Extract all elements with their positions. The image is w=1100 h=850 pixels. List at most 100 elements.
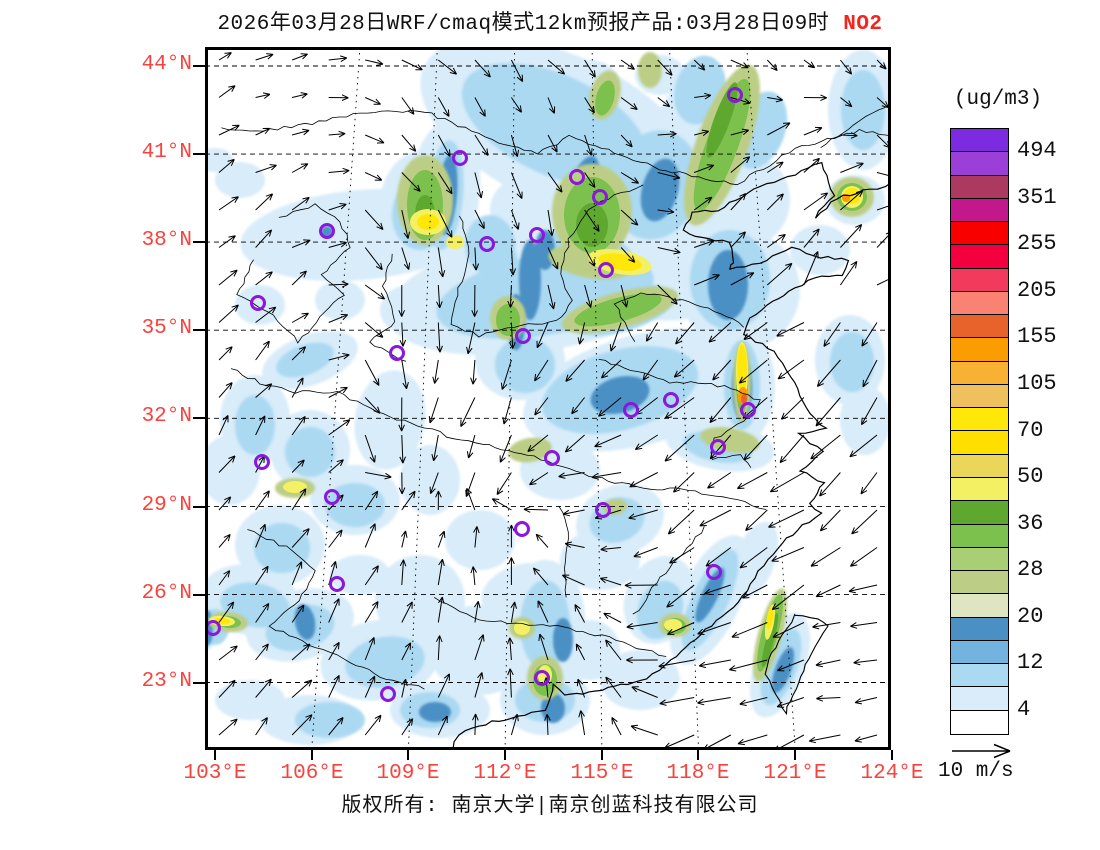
wind-arrow [218, 158, 235, 173]
province-border [247, 529, 425, 690]
wind-arrow [507, 284, 514, 308]
city-marker [727, 87, 743, 103]
wind-arrow [364, 637, 375, 661]
wind-arrow [218, 601, 235, 623]
wind-arrow [850, 622, 878, 629]
wind-arrow [466, 434, 476, 459]
wind-arrow [657, 97, 671, 108]
wind-arrow [704, 584, 731, 595]
wind-arrow [218, 85, 236, 98]
wind-arrow [364, 359, 380, 386]
wind-arrow [218, 645, 238, 661]
wind-arrow [849, 547, 878, 567]
wind-arrow [291, 312, 309, 323]
wind-arrow [401, 718, 414, 736]
wind-arrow [547, 209, 555, 237]
wind-arrow [218, 533, 231, 548]
wind-arrow [291, 377, 304, 398]
wind-arrow [534, 359, 549, 382]
lon-tick-label: 103°E [183, 762, 247, 785]
wind-arrow [401, 642, 412, 661]
wind-arrow [398, 397, 405, 432]
wind-arrow [401, 601, 413, 623]
wind-arrow [739, 697, 768, 706]
wind-arrow [472, 713, 479, 736]
wind-arrow [578, 710, 586, 736]
wind-arrow [697, 622, 731, 635]
wind-arrow [812, 622, 841, 630]
city-marker [740, 402, 756, 418]
city-marker [319, 223, 335, 239]
wind-arrow [771, 547, 805, 562]
wind-arrow [694, 129, 710, 136]
colorbar-cell [951, 222, 1008, 246]
wind-arrow [657, 59, 673, 76]
wind-arrow [620, 284, 629, 308]
wind-arrow [766, 193, 784, 211]
wind-arrow [819, 509, 841, 532]
wind-arrow [537, 600, 549, 623]
province-border [221, 109, 891, 186]
lon-tick-label: 118°E [666, 762, 730, 785]
wind-arrow [328, 419, 351, 436]
lon-tick [601, 750, 603, 760]
wind-arrow [508, 524, 515, 548]
wind-arrow [781, 397, 805, 420]
wind-arrow [620, 247, 636, 263]
wind-arrow [437, 209, 453, 238]
page-title: 2026年03月28日WRF/cmaq模式12km预报产品:03月28日09时 N… [0, 6, 1100, 36]
colorbar-cell [951, 594, 1008, 618]
wind-arrow [328, 717, 344, 736]
wind-arrow [474, 134, 489, 156]
colorbar-cell [951, 571, 1008, 595]
colorbar-cell [951, 152, 1008, 176]
wind-arrow [709, 434, 732, 460]
wind-arrow [862, 359, 878, 388]
wind-arrow [664, 734, 695, 749]
lat-tick [193, 153, 205, 155]
wind-arrow [767, 161, 784, 173]
wind-arrow [584, 97, 595, 114]
wind-arrow [564, 434, 585, 453]
colorbar-tick-label: 20 [1017, 603, 1044, 629]
wind-arrow [769, 472, 805, 493]
wind-arrow [673, 472, 695, 493]
city-marker [515, 328, 531, 344]
wind-arrow [532, 567, 549, 586]
city-marker [254, 454, 270, 470]
wind-arrow [633, 547, 658, 558]
wind-arrow [218, 196, 239, 211]
wind-arrow [669, 547, 695, 564]
wind-arrow [737, 734, 768, 746]
wind-arrow [465, 472, 476, 498]
wind-arrow [437, 59, 458, 75]
city-marker [710, 439, 726, 455]
city-marker [569, 169, 585, 185]
wind-arrow [776, 322, 805, 337]
map-panel [205, 47, 891, 750]
wind-arrow [291, 561, 303, 586]
wind-arrow [694, 274, 720, 286]
colorbar-tick-label: 155 [1017, 324, 1057, 350]
wind-arrow [499, 434, 512, 463]
wind-arrow [771, 584, 805, 611]
colorbar-cell [951, 268, 1008, 292]
wind-arrow [584, 134, 593, 156]
wind-arrow [496, 472, 512, 496]
wind-arrow [218, 304, 239, 323]
province-border [433, 596, 667, 657]
wind-arrow [291, 679, 313, 698]
wind-arrow [657, 247, 681, 255]
wind-arrow [620, 209, 639, 226]
wind-arrow [562, 509, 585, 517]
wind-arrow [739, 547, 768, 569]
wind-arrow [291, 196, 310, 211]
wind-arrow [474, 172, 483, 199]
wind-arrow [328, 130, 346, 138]
wind-arrow [876, 277, 891, 286]
colorbar-cell [951, 291, 1008, 316]
wind-arrow [536, 322, 549, 349]
wind-arrow [667, 622, 695, 635]
wind-arrow [255, 565, 269, 586]
wind-arrow [803, 157, 820, 173]
